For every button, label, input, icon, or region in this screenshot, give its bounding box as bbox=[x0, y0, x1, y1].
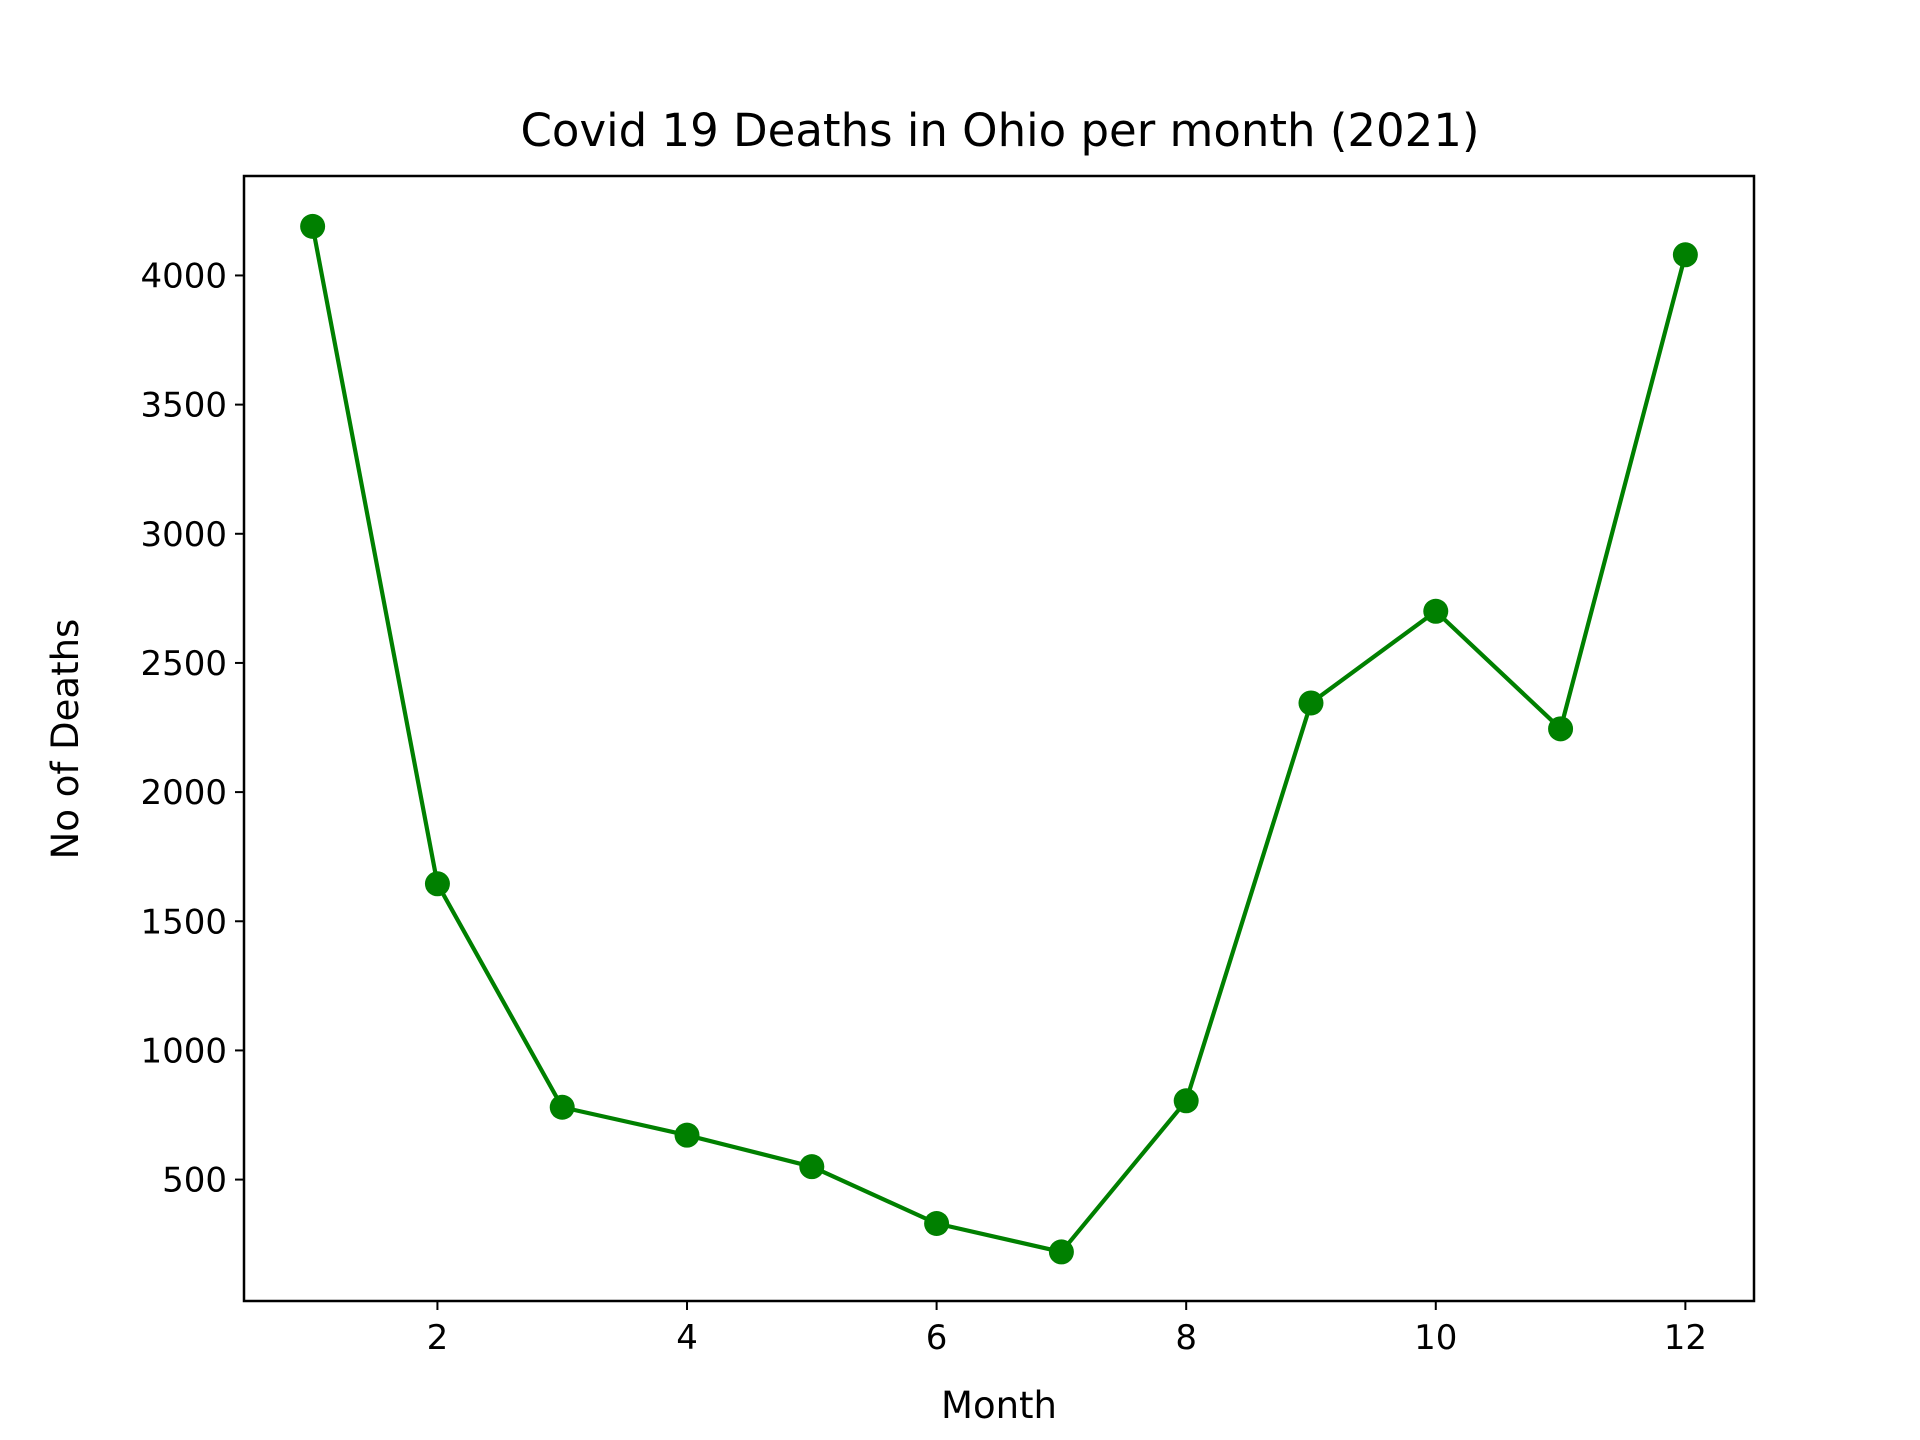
data-point bbox=[300, 213, 326, 239]
x-tick-label: 2 bbox=[427, 1318, 449, 1358]
y-tick-label: 2000 bbox=[140, 773, 227, 813]
y-tick-label: 2500 bbox=[140, 644, 227, 684]
y-tick-label: 3500 bbox=[140, 386, 227, 426]
y-tick-label: 1000 bbox=[140, 1031, 227, 1071]
x-tick-label: 12 bbox=[1664, 1318, 1707, 1358]
y-tick-label: 4000 bbox=[140, 256, 227, 296]
data-point bbox=[1423, 598, 1449, 624]
series-line bbox=[310, 225, 1688, 1255]
data-point bbox=[674, 1122, 700, 1148]
y-tick-label: 3000 bbox=[140, 515, 227, 555]
x-tick-label: 8 bbox=[1175, 1318, 1197, 1358]
data-point bbox=[1672, 242, 1698, 268]
x-axis-title: Month bbox=[941, 1384, 1057, 1427]
x-tick-label: 6 bbox=[926, 1318, 948, 1358]
x-tick-label: 4 bbox=[676, 1318, 698, 1358]
plot-area-frame bbox=[242, 174, 1756, 1303]
y-axis-title: No of Deaths bbox=[44, 619, 87, 860]
y-axis-ticks: 500 1000 1500 2000 2500 3000 3500 4000 bbox=[140, 256, 244, 1201]
data-point bbox=[1548, 716, 1574, 742]
data-point bbox=[424, 871, 450, 897]
series-deaths bbox=[300, 213, 1698, 1265]
y-tick-label: 500 bbox=[162, 1161, 227, 1201]
x-axis-ticks: 2 4 6 8 10 12 bbox=[427, 1301, 1707, 1358]
x-tick-label: 10 bbox=[1414, 1318, 1457, 1358]
chart-title: Covid 19 Deaths in Ohio per month (2021) bbox=[521, 104, 1480, 157]
data-point bbox=[924, 1211, 950, 1237]
data-point bbox=[1173, 1088, 1199, 1114]
y-tick-label: 1500 bbox=[140, 902, 227, 942]
data-point bbox=[1298, 690, 1324, 716]
data-point bbox=[549, 1094, 575, 1120]
data-point bbox=[1048, 1239, 1074, 1265]
data-point bbox=[799, 1154, 825, 1180]
